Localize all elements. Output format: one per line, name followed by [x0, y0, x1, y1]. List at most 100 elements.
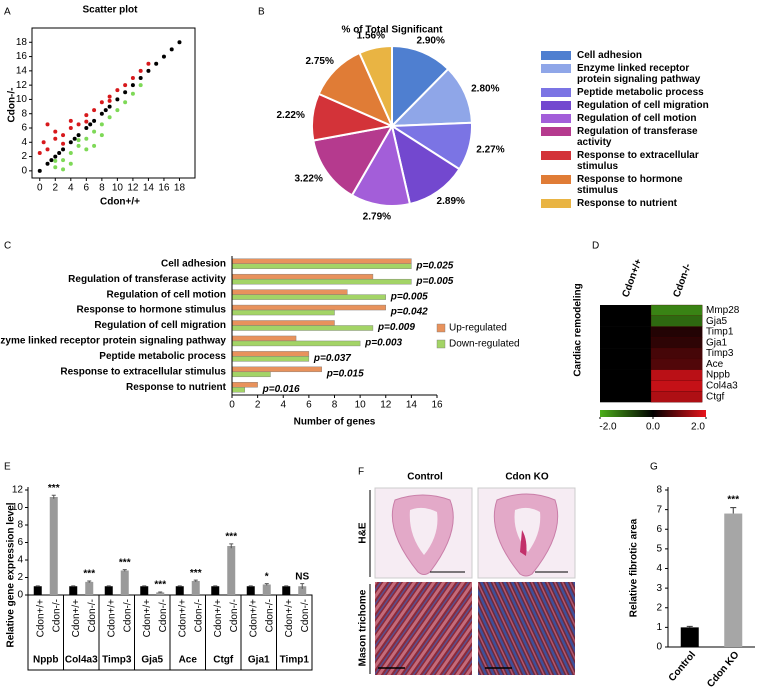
- category-label: Nppb: [33, 655, 59, 666]
- legend-label: Regulation of cell migration: [577, 100, 709, 111]
- scatter-point: [61, 133, 66, 138]
- y-tick-label: Regulation of transferase activity: [68, 274, 226, 285]
- scatter-point: [53, 165, 58, 170]
- scatter-point: [99, 100, 104, 105]
- y-tick-label: Regulation of cell migration: [94, 320, 226, 331]
- heatmap-cell: [650, 369, 703, 381]
- legend-swatch: [541, 199, 571, 208]
- data-label: 2.27%: [476, 145, 504, 156]
- scatter-point: [130, 91, 135, 96]
- scatter-point: [123, 83, 128, 88]
- scatter-point: [92, 108, 97, 113]
- scatter-point: [53, 136, 58, 141]
- bar: [231, 309, 335, 316]
- y-tick-label: Response to nutrient: [126, 382, 227, 393]
- he-control-chamber: [409, 507, 438, 555]
- annotation: p=0.005: [390, 291, 428, 302]
- error-bar: [87, 580, 92, 583]
- x-tick-label: 0: [229, 400, 235, 411]
- x-tick-label: 16: [431, 400, 443, 411]
- bar: [120, 570, 129, 595]
- pie-slice: [312, 124, 394, 197]
- y-tick-label: 6: [656, 524, 662, 535]
- scatter-point: [84, 147, 89, 152]
- panel-label: E: [4, 462, 11, 473]
- bar: [211, 586, 220, 595]
- x-tick-label: 2: [53, 183, 59, 194]
- bar: [69, 586, 78, 595]
- row-label: Timp3: [706, 348, 734, 359]
- bar: [227, 546, 236, 595]
- he-ko-lesion: [520, 530, 527, 556]
- y-tick-label: 4: [17, 555, 23, 566]
- scatter-point: [115, 108, 120, 113]
- annotation: ***: [119, 557, 131, 568]
- scatter-point: [45, 147, 50, 152]
- legend-entry: Response to extracellular stimulus: [541, 150, 721, 172]
- y-tick-label: 14: [16, 65, 28, 76]
- x-tick-label: 14: [143, 183, 155, 194]
- bar: [85, 581, 94, 595]
- legend-swatch: [541, 88, 571, 97]
- bar: [231, 335, 297, 342]
- legend-swatch: [541, 114, 571, 123]
- category-label: Timp1: [280, 655, 310, 666]
- bar: [680, 627, 699, 647]
- category-label: Ace: [179, 655, 198, 666]
- chart-title: Scatter plot: [82, 5, 138, 16]
- row-label: Timp1: [706, 327, 734, 338]
- y-tick-label: 18: [16, 37, 28, 48]
- legend-entry: Regulation of cell motion: [541, 113, 721, 124]
- bar: [231, 289, 348, 295]
- scatter-point: [107, 94, 112, 99]
- heatmap-cell: [650, 380, 703, 392]
- category-label: Gja5: [141, 655, 163, 666]
- x-tick-label: Cdon-/-: [51, 599, 62, 632]
- annotation: ***: [727, 494, 739, 505]
- scatter-point: [146, 68, 151, 73]
- y-tick-label: 6: [21, 123, 27, 134]
- y-tick-label: 2: [17, 572, 23, 583]
- annotation: ***: [48, 483, 60, 494]
- legend-swatch: [541, 101, 571, 110]
- error-bar: [51, 494, 56, 499]
- heatmap-cell: [600, 369, 652, 381]
- scatter-point: [130, 76, 135, 80]
- data-label: 2.75%: [306, 56, 334, 67]
- legend-label: Response to nutrient: [577, 198, 678, 209]
- x-tick-label: Cdon+/+: [284, 599, 295, 638]
- scatter-point: [53, 154, 58, 159]
- scatter-point: [99, 111, 104, 116]
- x-tick-label: Cdon-/-: [193, 599, 204, 632]
- legend-label: Regulation of cell motion: [577, 113, 697, 124]
- scatter-point: [130, 83, 135, 88]
- heatmap-cell: [600, 380, 652, 392]
- scatter-point: [99, 133, 104, 138]
- scatter-point: [107, 104, 112, 109]
- x-tick-label: 8: [332, 400, 338, 411]
- heatmap-cell: [600, 305, 652, 317]
- x-tick-label: Cdon+/+: [106, 599, 117, 638]
- x-tick-label: Cdon+/+: [142, 599, 153, 638]
- scatter-point: [53, 129, 58, 134]
- scatter-point: [115, 97, 120, 102]
- error-bar: [193, 579, 198, 582]
- legend: Cell adhesion Enzyme linked receptor prot…: [541, 50, 721, 211]
- annotation: p=0.009: [377, 322, 415, 333]
- x-tick-label: 16: [158, 183, 170, 194]
- y-tick-label: 3: [656, 583, 662, 594]
- error-bar: [71, 585, 76, 587]
- bar: [231, 371, 271, 378]
- scatter-point: [115, 88, 120, 93]
- bar: [231, 294, 386, 300]
- legend-entry: Peptide metabolic process: [541, 87, 721, 98]
- scatter-point: [84, 126, 89, 130]
- scatter-point: [177, 40, 182, 45]
- colorbar: [600, 410, 706, 417]
- colorbar-tick-label: 2.0: [691, 422, 705, 433]
- bar: [175, 586, 184, 595]
- heatmap-cell: [650, 304, 703, 317]
- heatmap-cell: [600, 337, 652, 349]
- y-tick-label: 6: [17, 537, 23, 548]
- scatter-point: [138, 83, 143, 88]
